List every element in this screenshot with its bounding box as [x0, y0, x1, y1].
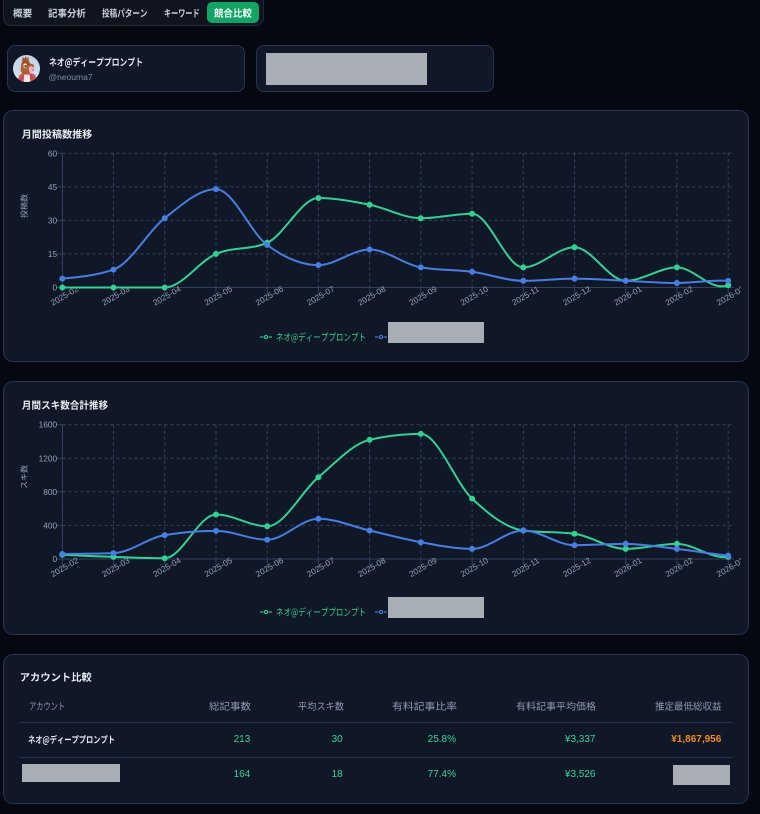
svg-text:400: 400 — [43, 520, 57, 530]
svg-text:1200: 1200 — [39, 453, 58, 463]
svg-text:0: 0 — [52, 283, 57, 293]
svg-text:60: 60 — [48, 148, 58, 158]
svg-text:30: 30 — [48, 215, 58, 225]
svg-text:45: 45 — [48, 182, 58, 192]
svg-text:15: 15 — [48, 249, 58, 259]
svg-text:1600: 1600 — [39, 420, 58, 430]
svg-text:800: 800 — [43, 487, 57, 497]
svg-text:0: 0 — [52, 554, 57, 564]
